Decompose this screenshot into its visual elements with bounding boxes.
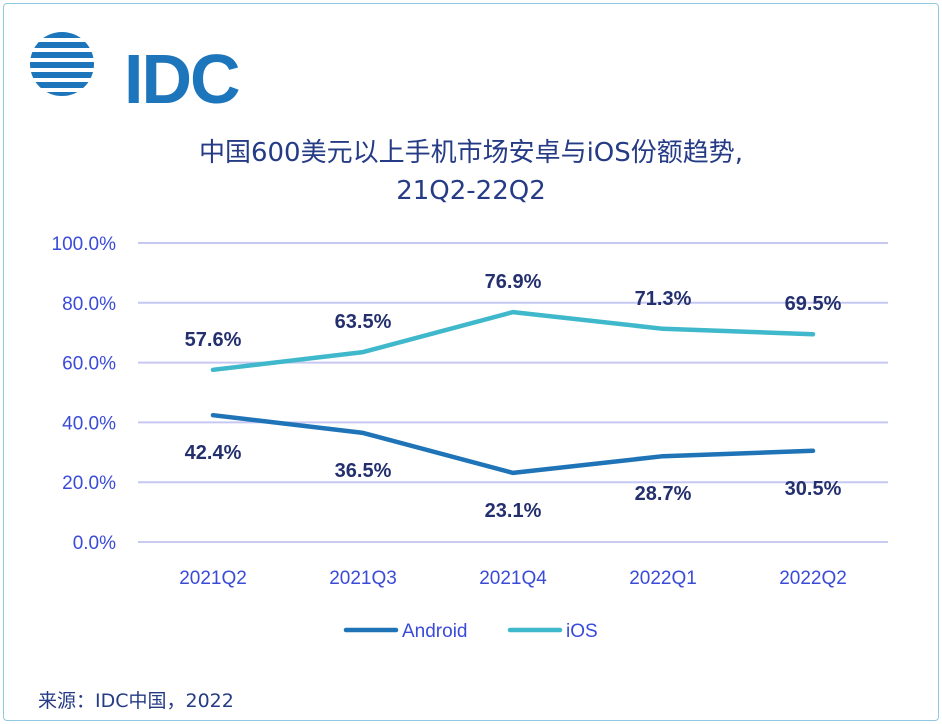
y-tick-label: 20.0% [62, 473, 116, 494]
data-label: 23.1% [485, 500, 542, 522]
idc-logo: IDC [28, 30, 241, 114]
data-label: 76.9% [485, 271, 542, 293]
legend-label: Android [402, 621, 468, 642]
source-note: 来源：IDC中国，2022 [38, 690, 234, 712]
data-label: 63.5% [335, 311, 392, 333]
logo-wordmark: IDC [124, 40, 241, 118]
y-tick-label: 100.0% [52, 234, 117, 255]
legend-label: iOS [566, 621, 598, 642]
series-line-ios [210, 309, 816, 373]
x-tick-label: 2021Q3 [329, 568, 397, 589]
data-label: 28.7% [635, 483, 692, 505]
data-label: 71.3% [635, 288, 692, 310]
data-label: 57.6% [185, 329, 242, 351]
data-label: 30.5% [785, 478, 842, 500]
x-tick-label: 2021Q4 [479, 568, 547, 589]
chart-subtitle: 21Q2-22Q2 [396, 176, 546, 206]
x-tick-label: 2022Q2 [779, 568, 847, 589]
series-line-android [210, 412, 816, 476]
y-tick-label: 60.0% [62, 354, 116, 375]
y-tick-label: 40.0% [62, 413, 116, 434]
chart-title: 中国600美元以上手机市场安卓与iOS份额趋势, [198, 138, 744, 168]
y-tick-label: 0.0% [73, 533, 116, 554]
x-tick-label: 2021Q2 [179, 568, 247, 589]
data-label: 69.5% [785, 293, 842, 315]
globe-icon [30, 32, 94, 96]
data-label: 36.5% [335, 460, 392, 482]
y-tick-label: 80.0% [62, 294, 116, 315]
data-label: 42.4% [185, 442, 242, 464]
x-tick-label: 2022Q1 [629, 568, 697, 589]
